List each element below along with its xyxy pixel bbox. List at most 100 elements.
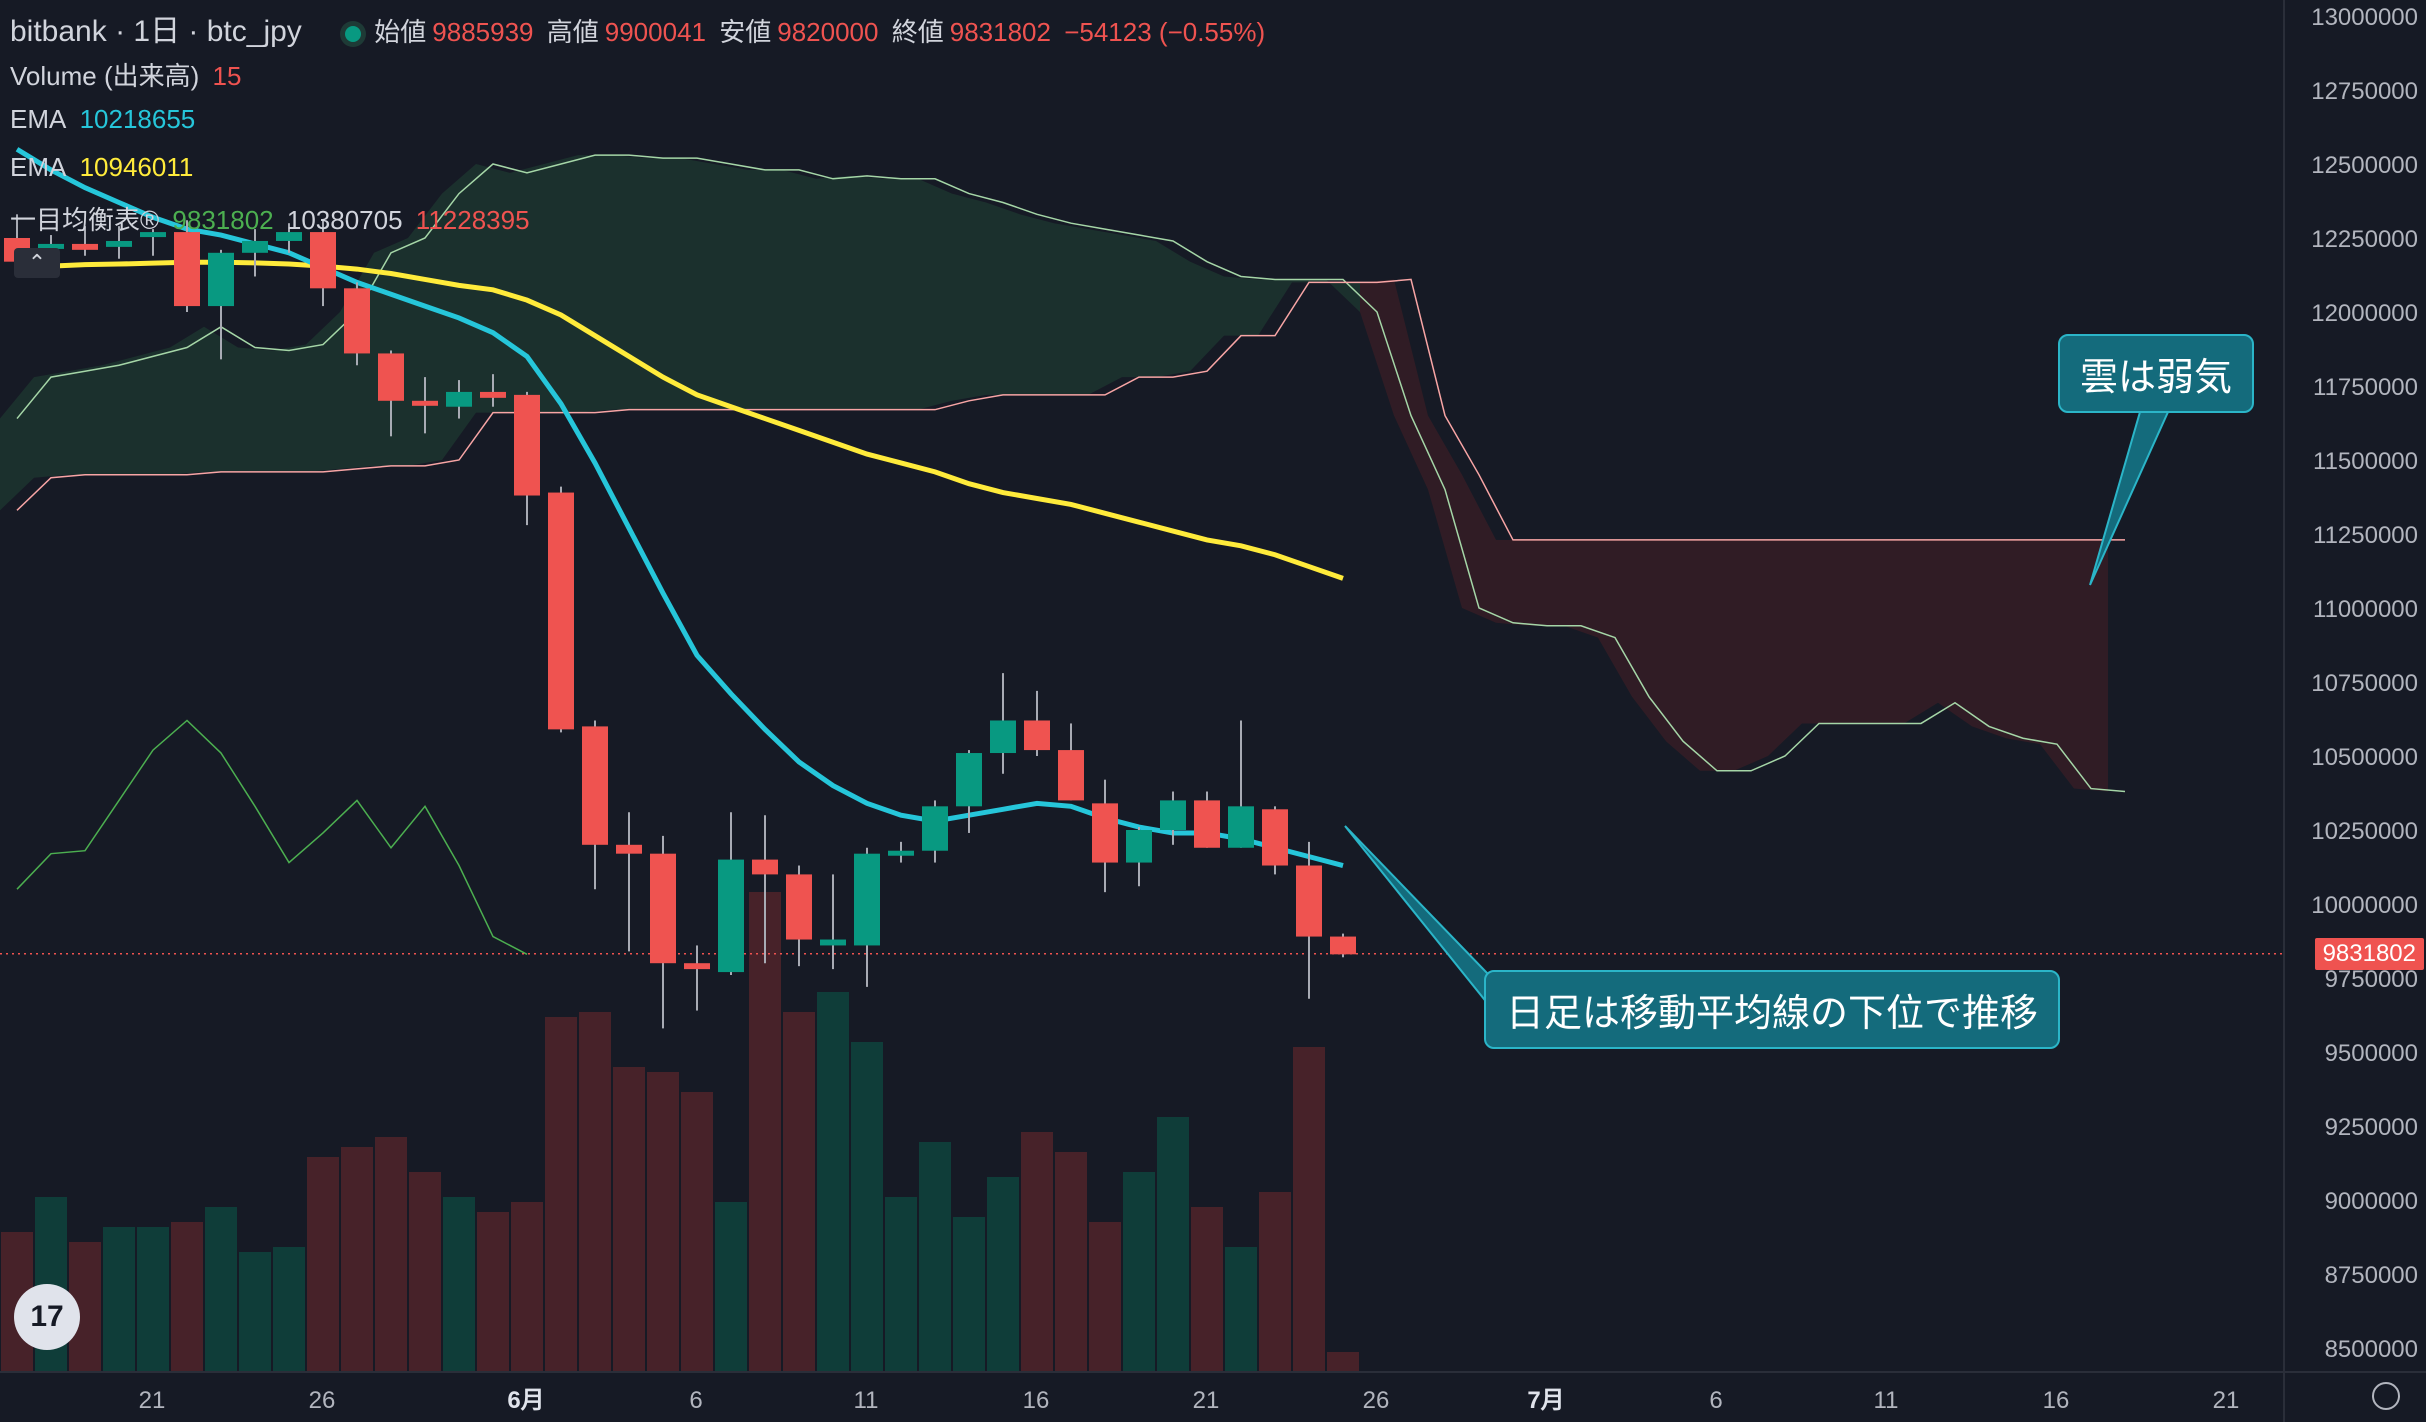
candle-body [140, 232, 166, 238]
cloud-bull-segment [238, 347, 272, 472]
volume-bar [783, 1012, 815, 1372]
y-tick-label: 9750000 [2325, 966, 2418, 993]
volume-bar [443, 1197, 475, 1372]
cloud-bear-segment [1802, 539, 1836, 724]
candle-body [1194, 800, 1220, 848]
candle-body [684, 963, 710, 970]
volume-bar [171, 1222, 203, 1372]
close-value: 9831802 [949, 17, 1051, 47]
cloud-bull-segment [68, 365, 102, 475]
cloud-bull-segment [34, 371, 68, 478]
cloud-bear-segment [1666, 539, 1700, 771]
cloud-bull-segment [102, 356, 136, 475]
candle-body [242, 240, 268, 253]
volume-bar [1293, 1047, 1325, 1372]
volume-value: 15 [212, 61, 242, 91]
volume-bar [953, 1217, 985, 1372]
volume-bar [137, 1227, 169, 1372]
cloud-bull-segment [306, 312, 340, 472]
y-tick-label: 9500000 [2325, 1040, 2418, 1067]
ema-slow-legend[interactable]: EMA 10946011 [10, 152, 199, 183]
cloud-bull-segment [986, 202, 1020, 395]
y-tick-label: 11500000 [2313, 448, 2418, 475]
volume-bar [307, 1157, 339, 1372]
cloud-bear-segment [1734, 539, 1768, 771]
candle-body [582, 726, 608, 845]
x-tick-label: 16 [1023, 1387, 1050, 1414]
candle-body [1058, 750, 1084, 801]
cloud-bear-segment [1496, 539, 1530, 626]
volume-bar [239, 1252, 271, 1372]
cloud-bull-segment [1258, 279, 1292, 336]
candle-body [310, 232, 336, 289]
volume-bar [647, 1072, 679, 1372]
cloud-bear-segment [1836, 539, 1870, 724]
y-tick-label: 9000000 [2325, 1188, 2418, 1215]
candle-body [956, 753, 982, 807]
y-tick-label: 12000000 [2311, 300, 2418, 327]
y-tick-label: 11750000 [2313, 374, 2418, 401]
collapse-legend-button[interactable]: ⌃ [14, 248, 60, 278]
candle-body [514, 394, 540, 496]
lagging-span-line [16, 719, 528, 955]
cloud-bear-segment [1938, 539, 1972, 727]
candle-body [1296, 865, 1322, 937]
x-tick-label: 6 [1709, 1387, 1722, 1414]
x-tick-label: 26 [309, 1387, 336, 1414]
candle-body [1024, 720, 1050, 751]
y-tick-label: 10500000 [2311, 744, 2418, 771]
close-label: 終値 [891, 17, 944, 47]
candle-body [616, 844, 642, 854]
tradingview-logo-icon[interactable]: 17 [14, 1284, 80, 1350]
ema-slow-value: 10946011 [79, 152, 194, 182]
ichimoku-legend[interactable]: 一目均衡表® 9831802 10380705 11228395 [10, 200, 536, 237]
volume-legend[interactable]: Volume (出来高) 15 [10, 56, 247, 93]
ichimoku-value-3: 11228395 [415, 205, 530, 235]
volume-bar [1157, 1117, 1189, 1372]
candle-body [208, 252, 234, 307]
candle-body [378, 353, 404, 401]
cloud-bull-segment [646, 158, 680, 410]
x-tick-label: 21 [2213, 1387, 2240, 1414]
volume-bar [579, 1012, 611, 1372]
x-tick-label: 21 [1193, 1387, 1220, 1414]
price-note-callout: 日足は移動平均線の下位で推移 [1484, 970, 2061, 1049]
cloud-bear-segment [1632, 539, 1666, 742]
ema-fast-legend[interactable]: EMA 10218655 [10, 104, 201, 135]
cloud-bull-segment [442, 164, 476, 460]
cloud-bull-segment [850, 175, 884, 410]
volume-bar [545, 1017, 577, 1372]
cloud-bear-segment [1564, 539, 1598, 638]
candle-body [922, 806, 948, 851]
ichimoku-value-2: 10380705 [286, 205, 403, 235]
cloud-bull-segment [1020, 214, 1054, 395]
cloud-bull-segment [714, 164, 748, 410]
cloud-bull-segment [1190, 261, 1224, 372]
low-label: 安値 [719, 17, 772, 47]
candle-body [786, 874, 812, 940]
volume-bar [341, 1147, 373, 1372]
symbol-title[interactable]: bitbank · 1日 · btc_jpy [10, 15, 302, 48]
ema-slow-line [16, 259, 1344, 581]
volume-bar [919, 1142, 951, 1372]
cloud-bull-segment [136, 347, 170, 475]
indicator-dot-icon [345, 26, 362, 43]
y-tick-label: 8500000 [2325, 1336, 2418, 1363]
ema-slow-label: EMA [10, 152, 67, 182]
volume-bar [375, 1137, 407, 1372]
candle-body [446, 391, 472, 407]
x-tick-label: 11 [1874, 1387, 1899, 1414]
open-value: 9885939 [432, 17, 534, 47]
cloud-bull-segment [0, 377, 34, 511]
volume-bar [681, 1092, 713, 1372]
candle-body [1160, 800, 1186, 830]
candle-body [1228, 806, 1254, 848]
settings-icon[interactable] [2372, 1382, 2400, 1410]
volume-bar [273, 1247, 305, 1372]
candle-body [1092, 803, 1118, 863]
cloud-bear-segment [1700, 539, 1734, 771]
y-tick-label: 10750000 [2311, 670, 2418, 697]
candle-body [480, 391, 506, 398]
